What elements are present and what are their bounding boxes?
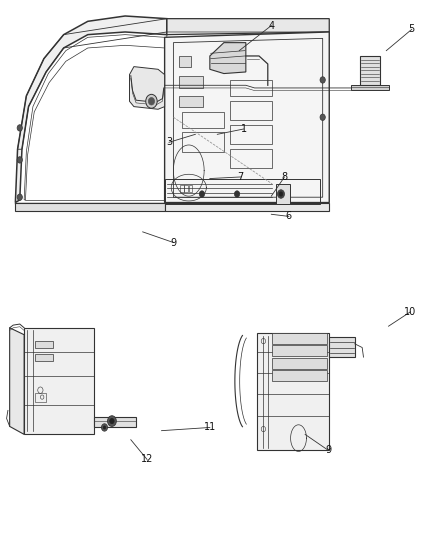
Polygon shape [166,19,328,35]
Polygon shape [164,32,328,203]
Text: 8: 8 [281,172,287,182]
Polygon shape [256,333,328,450]
Circle shape [107,416,116,426]
Polygon shape [179,76,202,88]
Polygon shape [129,67,164,109]
Polygon shape [94,417,136,427]
Polygon shape [350,85,388,90]
Circle shape [279,192,282,196]
Circle shape [319,114,325,120]
Polygon shape [272,370,326,381]
Polygon shape [359,56,379,85]
Circle shape [110,418,114,424]
Polygon shape [15,203,164,211]
Text: 1: 1 [240,124,246,134]
Polygon shape [35,354,53,361]
Polygon shape [35,341,53,348]
Polygon shape [10,328,24,434]
Text: 9: 9 [325,446,331,455]
Polygon shape [272,345,326,356]
Text: 4: 4 [268,21,274,30]
Circle shape [17,125,22,131]
Circle shape [145,94,157,108]
Polygon shape [328,337,354,357]
Polygon shape [179,56,191,67]
Circle shape [234,191,239,197]
Text: 5: 5 [408,25,414,34]
Circle shape [17,194,22,200]
Polygon shape [272,358,326,369]
Circle shape [277,190,284,198]
Polygon shape [275,184,289,204]
Circle shape [199,191,204,197]
Circle shape [101,424,107,431]
Circle shape [319,77,325,83]
Polygon shape [209,43,245,74]
Polygon shape [15,16,166,203]
Text: 6: 6 [285,212,291,221]
Polygon shape [24,328,94,434]
Circle shape [103,426,106,429]
Text: 11: 11 [203,423,215,432]
Polygon shape [272,333,326,344]
Text: 3: 3 [166,138,172,147]
Polygon shape [179,96,202,107]
Circle shape [148,98,154,105]
Text: 10: 10 [403,307,416,317]
Polygon shape [164,203,328,211]
Text: 9: 9 [170,238,176,247]
Circle shape [17,157,22,163]
Text: 7: 7 [237,172,243,182]
Text: 12: 12 [141,455,153,464]
